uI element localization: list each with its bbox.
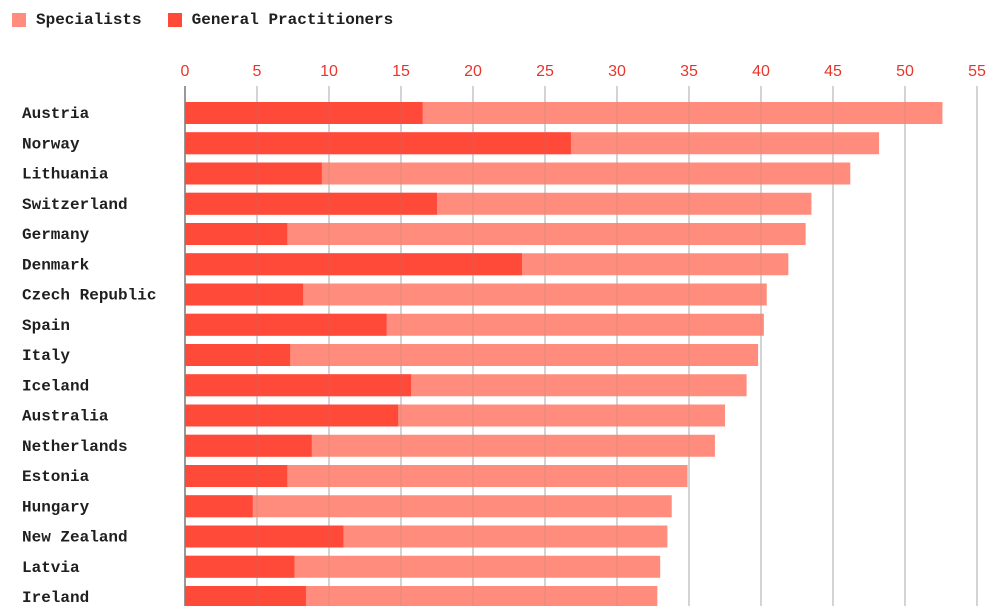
category-label: Latvia (22, 559, 80, 577)
bar-general-practitioners (185, 434, 312, 457)
x-tick-label: 55 (968, 63, 986, 80)
bar-general-practitioners (185, 283, 304, 306)
category-label: Australia (22, 408, 109, 426)
category-label: Spain (22, 317, 70, 335)
bar-specialists (185, 465, 688, 487)
bar-general-practitioners (185, 253, 522, 276)
x-tick-label: 20 (464, 63, 482, 80)
bar-general-practitioners (185, 374, 412, 397)
bar-general-practitioners (185, 465, 288, 487)
bar-general-practitioners (185, 192, 437, 215)
x-tick-label: 10 (320, 63, 338, 80)
category-label: Ireland (22, 589, 89, 606)
category-label: Hungary (22, 498, 90, 516)
legend: Specialists General Practitioners (12, 8, 419, 32)
legend-swatch-general-practitioners (167, 13, 182, 27)
category-label: Netherlands (22, 438, 128, 456)
bar-specialists (185, 162, 851, 185)
legend-label-specialists: Specialists (36, 11, 142, 29)
category-label: Germany (22, 226, 90, 244)
bar-specialists (185, 434, 715, 457)
bar-general-practitioners (185, 223, 288, 245)
bar-general-practitioners (185, 404, 399, 427)
bar-specialists (185, 283, 767, 306)
bar-specialists (185, 223, 806, 245)
category-label: Denmark (22, 256, 90, 274)
legend-item-general-practitioners: General Practitioners (167, 11, 394, 29)
bar-general-practitioners (185, 525, 344, 548)
bar-general-practitioners (185, 102, 423, 124)
category-label: Switzerland (22, 196, 128, 214)
legend-item-specialists: Specialists (12, 11, 142, 29)
x-tick-label: 40 (752, 63, 770, 80)
x-tick-label: 0 (181, 63, 190, 80)
bar-specialists (185, 495, 672, 518)
x-tick-label: 25 (536, 63, 554, 80)
category-label: Estonia (22, 468, 90, 486)
x-tick-label: 15 (392, 63, 410, 80)
category-label: Czech Republic (22, 287, 156, 305)
category-label: Austria (22, 105, 90, 123)
bar-general-practitioners (185, 555, 295, 578)
x-tick-label: 30 (608, 63, 626, 80)
category-label: New Zealand (22, 529, 128, 547)
bar-general-practitioners (185, 162, 322, 185)
bar-general-practitioners (185, 132, 571, 155)
x-tick-label: 45 (824, 63, 842, 80)
category-label: Iceland (22, 377, 89, 395)
legend-swatch-specialists (12, 13, 26, 27)
bar-general-practitioners (185, 344, 291, 366)
category-label: Norway (22, 135, 80, 153)
bar-general-practitioners (185, 495, 253, 518)
bar-general-practitioners (185, 313, 387, 336)
category-label: Lithuania (22, 166, 109, 184)
bar-specialists (185, 555, 661, 578)
category-label: Italy (22, 347, 70, 365)
legend-label-general-practitioners: General Practitioners (191, 11, 394, 29)
x-tick-label: 50 (896, 63, 914, 80)
bar-general-practitioners (185, 586, 306, 606)
bar-specialists (185, 344, 759, 366)
x-tick-label: 35 (680, 63, 698, 80)
x-tick-label: 5 (253, 63, 262, 80)
